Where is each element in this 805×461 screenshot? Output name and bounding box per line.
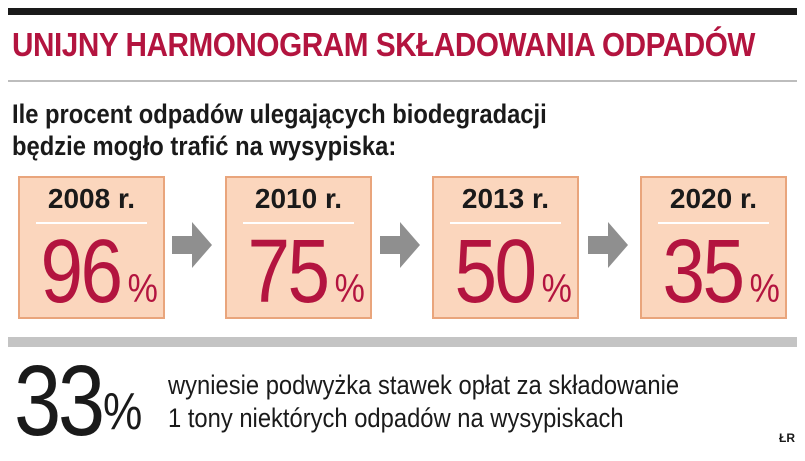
percent-sign: % <box>335 267 366 311</box>
subtitle-line-1: Ile procent odpadów ulegających biodegra… <box>12 99 547 129</box>
top-rule <box>8 8 797 15</box>
percent-value: 75 <box>247 222 330 322</box>
year-label: 2020 r. <box>669 183 758 214</box>
year-underline <box>658 222 769 224</box>
year-underline <box>450 222 561 224</box>
year-box-2013: 2013 r. 50 % <box>432 176 579 322</box>
footer-description: wyniesie podwyżka stawek opłat za składo… <box>168 369 679 435</box>
percent-sign: % <box>128 267 159 311</box>
footer-percent-sign: % <box>103 383 143 441</box>
percent-value: 35 <box>662 222 745 322</box>
subtitle-line-2: będzie mogło trafić na wysypiska: <box>12 131 397 161</box>
percent-value: 50 <box>454 222 537 322</box>
title-divider <box>8 80 797 82</box>
year-label: 2008 r. <box>47 183 136 214</box>
arrow-right-icon <box>588 222 628 268</box>
year-box-2010: 2010 r. 75 % <box>225 176 372 322</box>
chart-title: UNIJNY HARMONOGRAM SKŁADOWANIA ODPADÓW <box>12 26 755 63</box>
year-label: 2013 r. <box>461 183 550 214</box>
year-label: 2010 r. <box>254 183 343 214</box>
arrow-right-icon <box>172 222 212 268</box>
arrow-right-icon <box>380 222 420 268</box>
footer-line-2: 1 tony niektórych odpadów na wysypiskach <box>168 403 624 433</box>
year-underline <box>36 222 147 224</box>
section-divider <box>8 337 797 347</box>
percent-value: 96 <box>40 222 123 322</box>
footer-value: 33 <box>14 345 105 457</box>
percent-sign: % <box>750 267 781 311</box>
chart-subtitle: Ile procent odpadów ulegających biodegra… <box>12 98 547 162</box>
percent-sign: % <box>542 267 573 311</box>
year-box-2020: 2020 r. 35 % <box>640 176 787 322</box>
year-underline <box>243 222 354 224</box>
author-credit: ŁR <box>779 431 795 445</box>
footer-line-1: wyniesie podwyżka stawek opłat za składo… <box>168 370 680 400</box>
year-box-2008: 2008 r. 96 % <box>18 176 165 322</box>
